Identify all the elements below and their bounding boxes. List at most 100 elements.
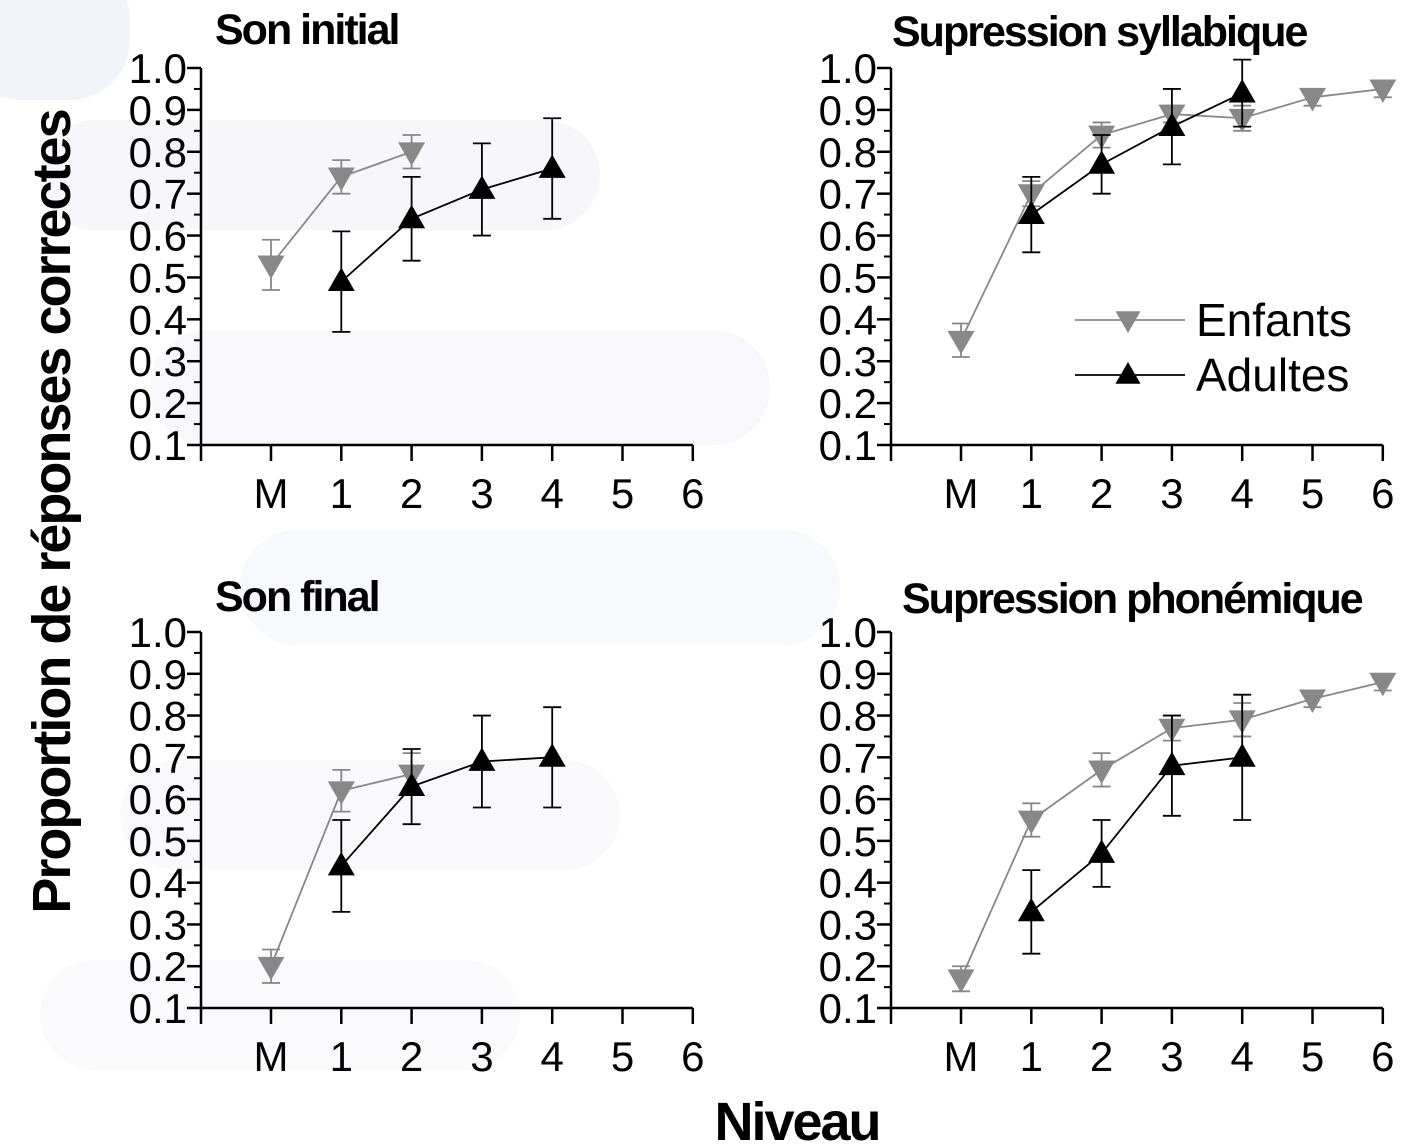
x-tick-label: M [254,1033,289,1080]
data-point [1017,200,1045,225]
y-tick-label: 1.0 [129,45,187,92]
data-point [1088,760,1116,784]
x-tick-label: 3 [1160,470,1183,517]
x-tick-label: 2 [1090,1033,1113,1080]
data-point [1228,743,1256,767]
data-point [1299,689,1326,713]
x-tick-label: 6 [681,470,704,517]
series-adultes [1017,58,1256,254]
data-point [398,142,426,166]
data-point [1299,87,1326,112]
y-tick-label: 0.4 [819,296,877,343]
x-axis-title: Niveau [714,1092,879,1144]
data-point [327,267,355,292]
x-tick-label: M [254,470,289,517]
x-tick-label: 4 [1231,470,1254,517]
y-tick-label: 0.3 [819,338,877,385]
data-point [468,747,496,771]
x-tick-label: 5 [611,1033,634,1080]
data-point [1017,897,1045,922]
y-tick-label: 0.8 [129,129,187,176]
chart-panel: Son initial 0.10.20.30.40.50.60.70.80.91.… [129,6,705,517]
y-tick-label: 0.7 [129,734,187,781]
y-tick-label: 0.1 [129,422,187,469]
series-line [340,756,553,867]
data-point [947,969,975,993]
data-point [1088,150,1116,174]
data-point [1369,79,1397,104]
y-tick-label: 1.0 [819,45,877,92]
panel-title: Supression syllabique [892,8,1307,56]
y-tick-label: 0.2 [819,380,877,427]
y-tick-label: 0.3 [129,338,187,385]
x-tick-label: 3 [470,470,493,517]
x-tick-label: 1 [1020,470,1043,517]
y-tick-label: 0.6 [129,776,187,823]
y-tick-label: 0.1 [819,422,877,469]
legend-label: Adultes [1196,349,1349,401]
y-axis-title: Proportion de réponses correctes [22,110,82,913]
y-tick-label: 0.6 [819,776,877,823]
legend-entry-adultes: Adultes [1075,349,1349,401]
y-tick-label: 0.5 [129,818,187,865]
legend-label: Enfants [1196,294,1352,346]
x-tick-label: 2 [400,470,423,517]
chart-panel: Son final 0.10.20.30.40.50.60.70.80.91.0 M… [129,573,705,1080]
data-point [538,743,566,767]
x-tick-label: 1 [330,1033,353,1080]
x-tick-label: 4 [541,1033,564,1080]
x-tick-label: 2 [400,1033,423,1080]
y-tick-label: 0.3 [129,901,187,948]
y-tick-label: 0.6 [129,213,187,260]
data-point [1017,810,1045,835]
data-point [1088,839,1116,863]
y-tick-label: 0.5 [819,818,877,865]
data-point [538,154,566,178]
panel-title: Son final [215,573,379,621]
data-point [257,956,285,981]
y-tick-label: 0.2 [129,943,187,990]
x-tick-label: 1 [330,470,353,517]
data-point [327,851,355,876]
data-point [257,255,285,279]
y-tick-label: 0.7 [129,171,187,218]
data-point [327,781,355,805]
series-line [340,167,553,283]
y-tick-label: 0.9 [129,87,187,134]
legend-marker [1115,361,1141,384]
legend-entry-enfants: Enfants [1075,294,1352,346]
chart-panel: Supression phonémique0.10.20.30.40.50.60… [819,575,1397,1080]
x-tick-label: 4 [541,470,564,517]
y-tick-label: 0.9 [819,87,877,134]
data-point [398,772,426,796]
panel-title: Son initial [215,6,398,54]
data-point [327,167,355,192]
x-tick-label: 5 [1301,1033,1324,1080]
x-tick-label: 6 [681,1033,704,1080]
y-tick-label: 0.8 [129,693,187,740]
y-tick-label: 1.0 [819,609,877,656]
y-tick-label: 0.3 [819,901,877,948]
x-tick-label: 6 [1371,470,1394,517]
x-tick-label: 3 [1160,1033,1183,1080]
y-tick-label: 0.8 [819,693,877,740]
data-point [947,330,975,355]
x-tick-label: 5 [611,470,634,517]
x-tick-label: 1 [1020,1033,1043,1080]
data-point [1369,672,1397,697]
legend-marker [1115,311,1141,334]
y-tick-label: 0.2 [129,380,187,427]
x-tick-label: M [944,470,979,517]
chart-panel: Supression syllabique0.10.20.30.40.50.60… [819,8,1397,517]
y-tick-label: 0.1 [129,985,187,1032]
y-tick-label: 0.8 [819,129,877,176]
x-tick-label: 2 [1090,470,1113,517]
series-line [1030,92,1243,216]
series-adultes [1017,693,1256,955]
y-tick-label: 0.4 [129,860,187,907]
y-tick-label: 0.9 [819,651,877,698]
y-tick-label: 0.4 [819,860,877,907]
series-adultes [327,706,566,913]
